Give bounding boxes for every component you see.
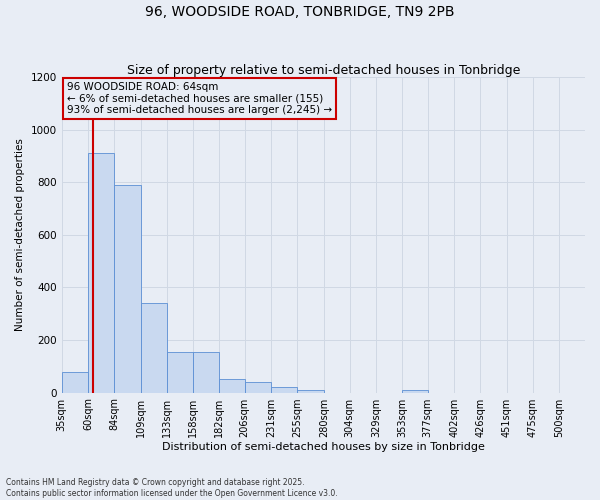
Bar	[88, 154, 114, 392]
X-axis label: Distribution of semi-detached houses by size in Tonbridge: Distribution of semi-detached houses by …	[162, 442, 485, 452]
Bar	[62, 372, 88, 392]
Text: 96, WOODSIDE ROAD, TONBRIDGE, TN9 2PB: 96, WOODSIDE ROAD, TONBRIDGE, TN9 2PB	[145, 5, 455, 19]
Text: Contains HM Land Registry data © Crown copyright and database right 2025.
Contai: Contains HM Land Registry data © Crown c…	[6, 478, 338, 498]
Title: Size of property relative to semi-detached houses in Tonbridge: Size of property relative to semi-detach…	[127, 64, 520, 77]
Bar	[271, 388, 297, 392]
Bar	[193, 352, 219, 393]
Bar	[245, 382, 271, 392]
Bar	[167, 352, 193, 393]
Bar	[219, 380, 245, 392]
Bar	[141, 303, 167, 392]
Bar	[297, 390, 324, 392]
Text: 96 WOODSIDE ROAD: 64sqm
← 6% of semi-detached houses are smaller (155)
93% of se: 96 WOODSIDE ROAD: 64sqm ← 6% of semi-det…	[67, 82, 332, 115]
Bar	[114, 185, 141, 392]
Y-axis label: Number of semi-detached properties: Number of semi-detached properties	[15, 138, 25, 331]
Bar	[402, 390, 428, 392]
